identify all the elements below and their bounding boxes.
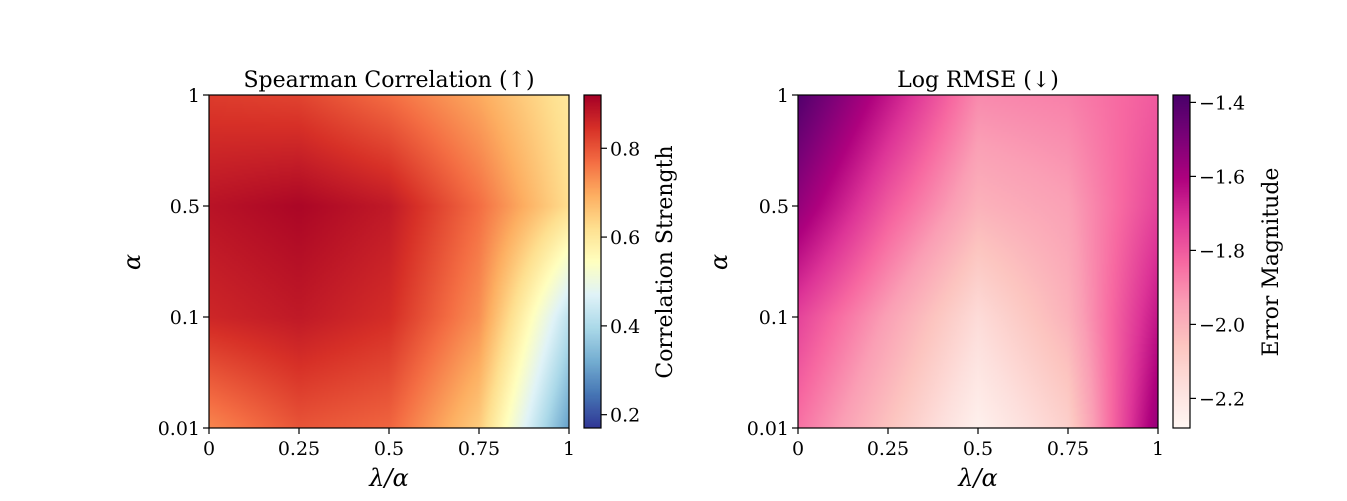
y-tick-label: 0.1 [170, 307, 200, 329]
x-tick-label: 0 [792, 438, 804, 460]
x-tick-label: 1 [563, 438, 575, 460]
colorbar-tick-label: 0.4 [610, 316, 640, 338]
y-tick-label: 1 [188, 85, 200, 107]
colorbar-ticks: −1.4 −1.6 −1.8 −2.0 −2.2 [1190, 92, 1245, 410]
colorbar-tick-label: −1.8 [1199, 240, 1245, 262]
colorbar-label: Error Magnitude [1259, 168, 1284, 357]
heatmap-image [798, 95, 1158, 428]
x-tick-label: 0.75 [458, 438, 500, 460]
y-axis-label: α [118, 254, 146, 270]
y-tick-label: 0.1 [759, 307, 789, 329]
colorbar-frame [1172, 94, 1191, 429]
x-axis-ticks: 0 0.25 0.5 0.75 1 [203, 428, 575, 460]
x-axis-label: λ/α [368, 464, 409, 492]
y-tick-label: 1 [777, 85, 789, 107]
colorbar-tick-label: −1.6 [1199, 166, 1245, 188]
y-tick-label: 0.01 [747, 418, 789, 440]
colorbar-ticks: 0.2 0.4 0.6 0.8 [601, 138, 640, 427]
chart-title: Log RMSE (↓) [897, 68, 1059, 93]
chart-title: Spearman Correlation (↑) [243, 68, 534, 93]
colorbar-tick-label: −1.4 [1199, 92, 1245, 114]
x-tick-label: 0.25 [867, 438, 909, 460]
colorbar-tick-label: 0.8 [610, 138, 640, 160]
y-tick-label: 0.5 [759, 196, 789, 218]
colorbar-frame [583, 94, 602, 429]
y-axis-ticks: 0.01 0.1 0.5 1 [747, 85, 798, 440]
x-tick-label: 0.75 [1047, 438, 1089, 460]
y-tick-label: 0.5 [170, 196, 200, 218]
x-tick-label: 1 [1152, 438, 1164, 460]
x-tick-label: 0.25 [278, 438, 320, 460]
y-axis-label: α [705, 254, 733, 270]
colorbar-tick-label: −2.0 [1199, 314, 1245, 336]
colorbar-label: Correlation Strength [653, 145, 678, 378]
panel-spearman-correlation: Spearman Correlation (↑) 0 0.25 0.5 0.75 1 0… [118, 68, 678, 492]
x-tick-label: 0.5 [374, 438, 404, 460]
y-tick-label: 0.01 [158, 418, 200, 440]
colorbar-tick-label: −2.2 [1199, 388, 1245, 410]
x-axis-ticks: 0 0.25 0.5 0.75 1 [792, 428, 1164, 460]
colorbar-tick-label: 0.2 [610, 405, 640, 427]
x-tick-label: 0 [203, 438, 215, 460]
colorbar-tick-label: 0.6 [610, 227, 640, 249]
heatmap-image [209, 95, 569, 428]
x-tick-label: 0.5 [963, 438, 993, 460]
panel-log-rmse: Log RMSE (↓) 0 0.25 0.5 0.75 1 0.01 0.1 0.5 1 λ… [705, 68, 1284, 492]
colorbar-image [584, 95, 601, 428]
y-axis-ticks: 0.01 0.1 0.5 1 [158, 85, 209, 440]
x-axis-label: λ/α [957, 464, 998, 492]
colorbar-image [1173, 95, 1190, 428]
